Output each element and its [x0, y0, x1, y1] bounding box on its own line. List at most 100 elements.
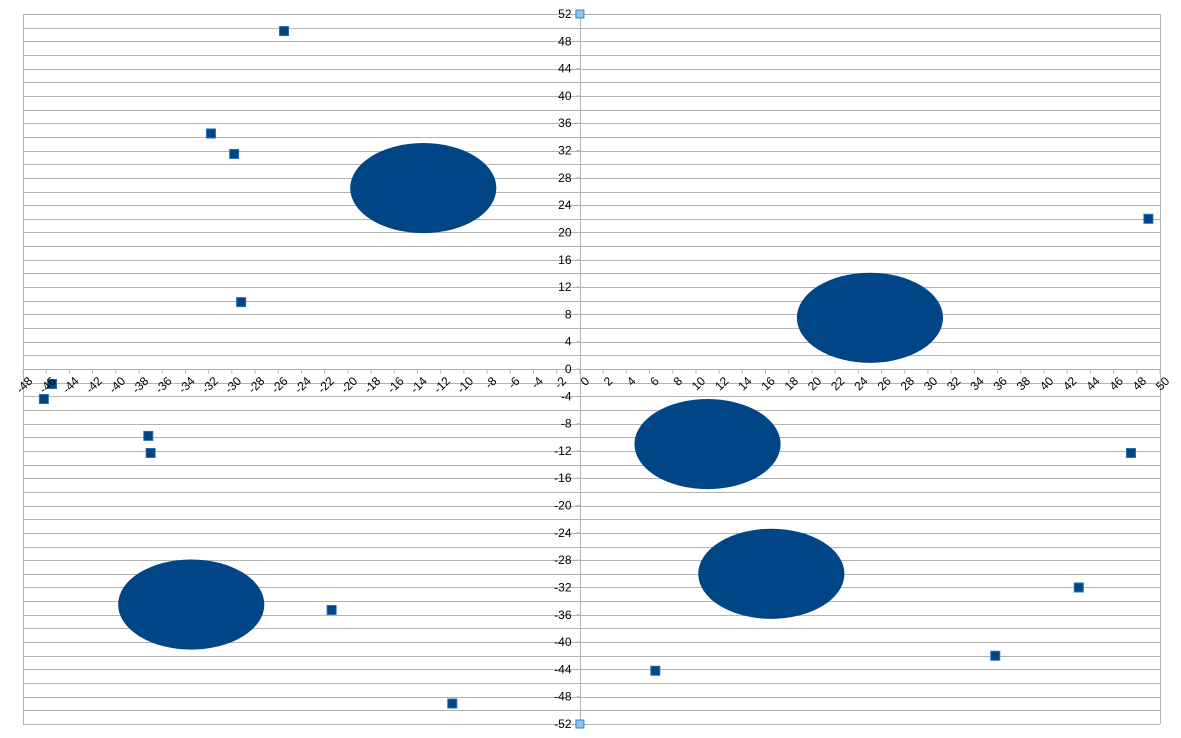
y-tick-label: 48: [558, 34, 572, 48]
x-tick-label: 26: [875, 374, 895, 394]
x-tick-label: 8: [670, 374, 685, 389]
data-point: [1073, 582, 1084, 593]
data-point: [38, 394, 49, 405]
y-tick-label: 32: [558, 144, 572, 158]
x-tick-label: 46: [1107, 374, 1127, 394]
x-tick-label: -36: [152, 374, 174, 396]
y-tick-label: -8: [561, 417, 572, 431]
y-tick-label: -44: [554, 662, 572, 676]
x-tick-label: 40: [1037, 374, 1057, 394]
x-tick-label: -6: [505, 374, 523, 392]
data-point: [205, 128, 216, 139]
x-tick-label: 28: [898, 374, 918, 394]
data-point: [1143, 213, 1154, 224]
data-point: [326, 604, 337, 615]
data-point: [650, 665, 661, 676]
y-tick-label: 36: [558, 116, 572, 130]
data-points: [38, 26, 1154, 709]
x-tick-label: -12: [431, 374, 453, 396]
x-tick-label: -4: [528, 374, 546, 392]
x-tick-label: 14: [735, 374, 755, 394]
y-tick-label: 16: [558, 253, 572, 267]
x-tick-label: 12: [712, 374, 732, 394]
x-tick-label: 44: [1083, 374, 1103, 394]
x-tick-label: 24: [851, 374, 871, 394]
x-tick-label: -18: [361, 374, 383, 396]
x-tick-label: -28: [245, 374, 267, 396]
data-point: [447, 698, 458, 709]
y-tick-label: -36: [554, 608, 572, 622]
y-tick-label: 40: [558, 89, 572, 103]
y-tick-label: 52: [558, 7, 572, 21]
x-tick-label: 20: [805, 374, 825, 394]
y-tick-labels: 5248444036322824201612840-4-8-12-16-20-2…: [554, 7, 581, 731]
x-tick-label: -40: [106, 374, 128, 396]
y-tick-label: -24: [554, 526, 572, 540]
y-tick-label: -32: [554, 580, 572, 594]
point-cluster: [796, 272, 944, 363]
x-tick-label: -10: [454, 374, 476, 396]
x-tick-label: 48: [1130, 374, 1150, 394]
data-point: [236, 297, 247, 308]
y-tick-label: 8: [565, 307, 572, 321]
x-tick-label: -24: [292, 374, 314, 396]
x-tick-label: -38: [129, 374, 151, 396]
x-tick-label: -34: [176, 374, 198, 396]
point-cluster: [698, 528, 845, 619]
x-tick-label: -26: [268, 374, 290, 396]
x-tick-label: 22: [828, 374, 848, 394]
data-point: [229, 148, 240, 159]
y-tick-label: 0: [565, 362, 572, 376]
x-tick-label: -30: [222, 374, 244, 396]
x-tick-label: -42: [83, 374, 105, 396]
y-tick-label: -4: [561, 389, 572, 403]
x-tick-label: 2: [601, 374, 616, 389]
y-tick-label: -20: [554, 499, 572, 513]
x-tick-label: 36: [991, 374, 1011, 394]
y-tick-label: -28: [554, 553, 572, 567]
y-tick-label: 20: [558, 225, 572, 239]
data-point: [1125, 447, 1136, 458]
x-tick-label: 18: [782, 374, 802, 394]
y-tick-label: 4: [565, 335, 572, 349]
data-point: [143, 430, 154, 441]
x-tick-label: -44: [60, 374, 82, 396]
x-tick-label: 4: [624, 374, 639, 389]
x-tick-label: -14: [408, 374, 430, 396]
y-tick-label: 28: [558, 171, 572, 185]
y-tick-label: -52: [554, 717, 572, 731]
data-point: [145, 447, 156, 458]
x-tick-label: 10: [689, 374, 709, 394]
y-tick-label: -12: [554, 444, 572, 458]
data-point: [990, 650, 1001, 661]
x-tick-label: 0: [578, 374, 593, 389]
x-tick-label: -48: [13, 374, 35, 396]
x-tick-label: -22: [315, 374, 337, 396]
y-tick-label: -40: [554, 635, 572, 649]
x-tick-label: -20: [338, 374, 360, 396]
x-tick-label: -8: [482, 374, 500, 392]
x-tick-label: -16: [384, 374, 406, 396]
point-clusters: [118, 143, 944, 650]
point-cluster: [118, 559, 265, 650]
data-point: [279, 26, 290, 37]
x-tick-label: 42: [1060, 374, 1080, 394]
y-tick-label: 12: [558, 280, 572, 294]
x-tick-label: 30: [921, 374, 941, 394]
x-tick-label: -46: [36, 374, 58, 396]
y-tick-label: -48: [554, 690, 572, 704]
y-tick-label: -16: [554, 471, 572, 485]
x-tick-labels: -48 -46 -44 -42 -40 -38 -36 -34 -32 -30 -28 -26 -24-…: [13, 369, 1173, 396]
y-tick-label: 24: [558, 198, 572, 212]
x-tick-label: 32: [944, 374, 964, 394]
x-tick-label: -32: [199, 374, 221, 396]
x-tick-label: 50: [1153, 374, 1173, 394]
x-tick-label: 16: [759, 374, 779, 394]
x-tick-label: 34: [967, 374, 987, 394]
data-point: [47, 379, 58, 390]
y-tick-label: 44: [558, 62, 572, 76]
point-cluster: [634, 399, 781, 490]
point-cluster: [350, 143, 497, 234]
